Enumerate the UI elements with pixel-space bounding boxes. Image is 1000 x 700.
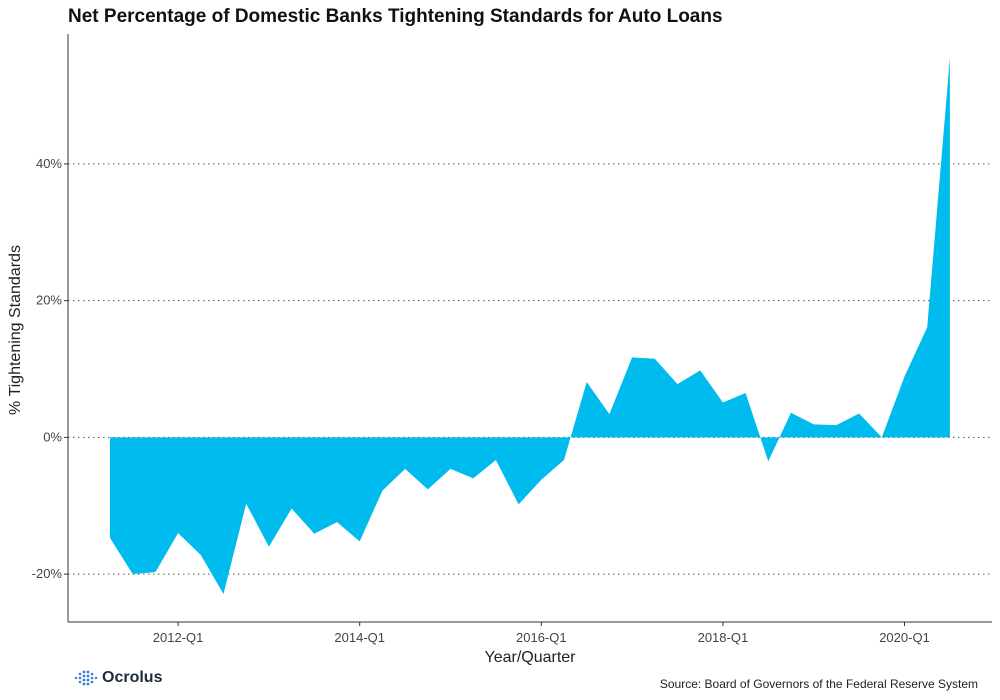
tightening-area	[110, 57, 950, 594]
chart-title: Net Percentage of Domestic Banks Tighten…	[68, 6, 723, 27]
y-tick-label: 20%	[36, 293, 62, 308]
y-tick-label: 0%	[43, 429, 62, 444]
axes	[67, 34, 992, 623]
x-tick-label: 2016-Q1	[516, 630, 567, 645]
y-tick-label: 40%	[36, 156, 62, 171]
ocrolus-dots-icon	[74, 670, 98, 686]
x-tick-label: 2014-Q1	[334, 630, 385, 645]
x-ticks: 2012-Q1 2014-Q1 2016-Q1 2018-Q1 2020-Q1	[153, 622, 930, 645]
x-axis-title: Year/Quarter	[484, 649, 576, 666]
y-ticks: -20% 0% 20% 40%	[32, 156, 68, 581]
source-note: Source: Board of Governors of the Federa…	[659, 677, 978, 691]
y-tick-label: -20%	[32, 566, 63, 581]
y-axis-title: % Tightening Standards	[7, 245, 24, 415]
x-tick-label: 2018-Q1	[698, 630, 749, 645]
ocrolus-logo: Ocrolus	[74, 669, 162, 687]
area-layer	[110, 57, 950, 594]
x-tick-label: 2012-Q1	[153, 630, 204, 645]
logo-text: Ocrolus	[102, 669, 163, 686]
x-tick-label: 2020-Q1	[879, 630, 930, 645]
